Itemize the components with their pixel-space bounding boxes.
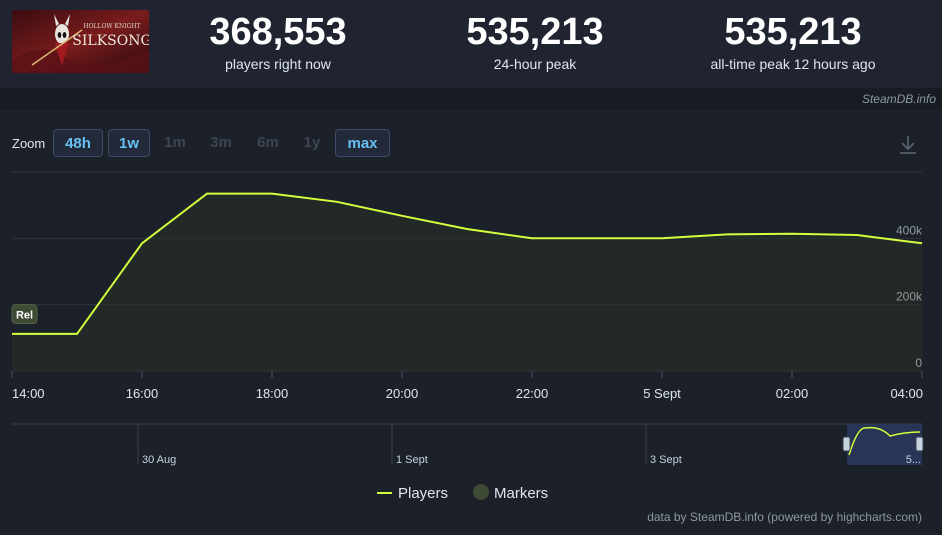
players-series-line[interactable] bbox=[12, 192, 923, 335]
players-now-value: 368,553 bbox=[209, 11, 347, 53]
release-marker[interactable] bbox=[11, 304, 38, 325]
all-time-peak-value: 535,213 bbox=[724, 11, 862, 53]
x-tick-label: 04:00 bbox=[890, 386, 923, 401]
y-tick-label: 400k bbox=[896, 223, 923, 237]
zoom-max-button[interactable]: max bbox=[335, 129, 390, 157]
x-tick-label: 16:00 bbox=[126, 386, 159, 401]
zoom-6m-button[interactable]: 6m bbox=[257, 134, 279, 151]
x-tick-label: 18:00 bbox=[256, 386, 289, 401]
x-tick-label: 14:00 bbox=[12, 386, 45, 401]
player-count-chart: 0 200k 400k 14:00 16:00 18:00 20:00 22:00 5 Sep… bbox=[11, 171, 924, 502]
players-now-label: players right now bbox=[225, 56, 331, 72]
release-marker-label: Rel bbox=[16, 310, 33, 322]
game-subtitle-art: HOLLOW KNIGHT bbox=[83, 23, 140, 30]
stat-all-time-peak: 535,213 all-time peak 12 hours ago bbox=[693, 10, 893, 74]
zoom-label: Zoom bbox=[12, 136, 46, 151]
peak-24h-label: 24-hour peak bbox=[493, 56, 577, 72]
all-time-peak-label: all-time peak 12 hours ago bbox=[710, 56, 876, 72]
credit-bar bbox=[0, 88, 942, 110]
highcharts-credit[interactable]: data by SteamDB.info (powered by highcha… bbox=[647, 510, 922, 524]
steamdb-credit-top[interactable]: SteamDB.info bbox=[861, 92, 936, 106]
stat-24h-peak: 535,213 24-hour peak bbox=[435, 10, 635, 74]
legend-item-players[interactable]: Players bbox=[377, 485, 448, 502]
game-cover-image[interactable]: HOLLOW KNIGHT SILKSONG bbox=[12, 10, 149, 73]
legend-players-label: Players bbox=[398, 485, 448, 502]
y-tick-label: 200k bbox=[896, 290, 923, 304]
header: HOLLOW KNIGHT SILKSONG 368,553 players r… bbox=[0, 0, 942, 88]
x-tick-label: 20:00 bbox=[386, 386, 419, 401]
zoom-1y-button[interactable]: 1y bbox=[303, 134, 321, 151]
zoom-3m-button[interactable]: 3m bbox=[210, 134, 232, 151]
x-tick-label: 5 Sept bbox=[643, 386, 681, 401]
navigator-label: 30 Aug bbox=[142, 454, 176, 466]
zoom-1w-button[interactable]: 1w bbox=[108, 129, 150, 157]
x-tick-label: 22:00 bbox=[516, 386, 549, 401]
game-title-art: SILKSONG bbox=[72, 33, 149, 49]
peak-24h-value: 535,213 bbox=[466, 11, 604, 53]
navigator-left-handle[interactable] bbox=[842, 436, 851, 452]
navigator-right-handle[interactable] bbox=[915, 436, 924, 452]
x-tick-label: 02:00 bbox=[776, 386, 809, 401]
legend-markers-label: Markers bbox=[494, 485, 548, 502]
navigator-label: 1 Sept bbox=[396, 454, 428, 466]
stat-players-now: 368,553 players right now bbox=[178, 10, 378, 74]
y-tick-label: 0 bbox=[915, 356, 922, 370]
zoom-48h-button[interactable]: 48h bbox=[53, 129, 103, 157]
navigator-label: 5... bbox=[906, 454, 921, 466]
legend-item-markers[interactable]: Markers bbox=[473, 484, 548, 502]
download-icon[interactable] bbox=[896, 133, 920, 157]
navigator-series-line bbox=[848, 426, 921, 456]
navigator-label: 3 Sept bbox=[650, 454, 682, 466]
zoom-1m-button[interactable]: 1m bbox=[164, 134, 186, 151]
players-series-area bbox=[12, 193, 922, 371]
legend-markers-symbol bbox=[473, 484, 489, 500]
